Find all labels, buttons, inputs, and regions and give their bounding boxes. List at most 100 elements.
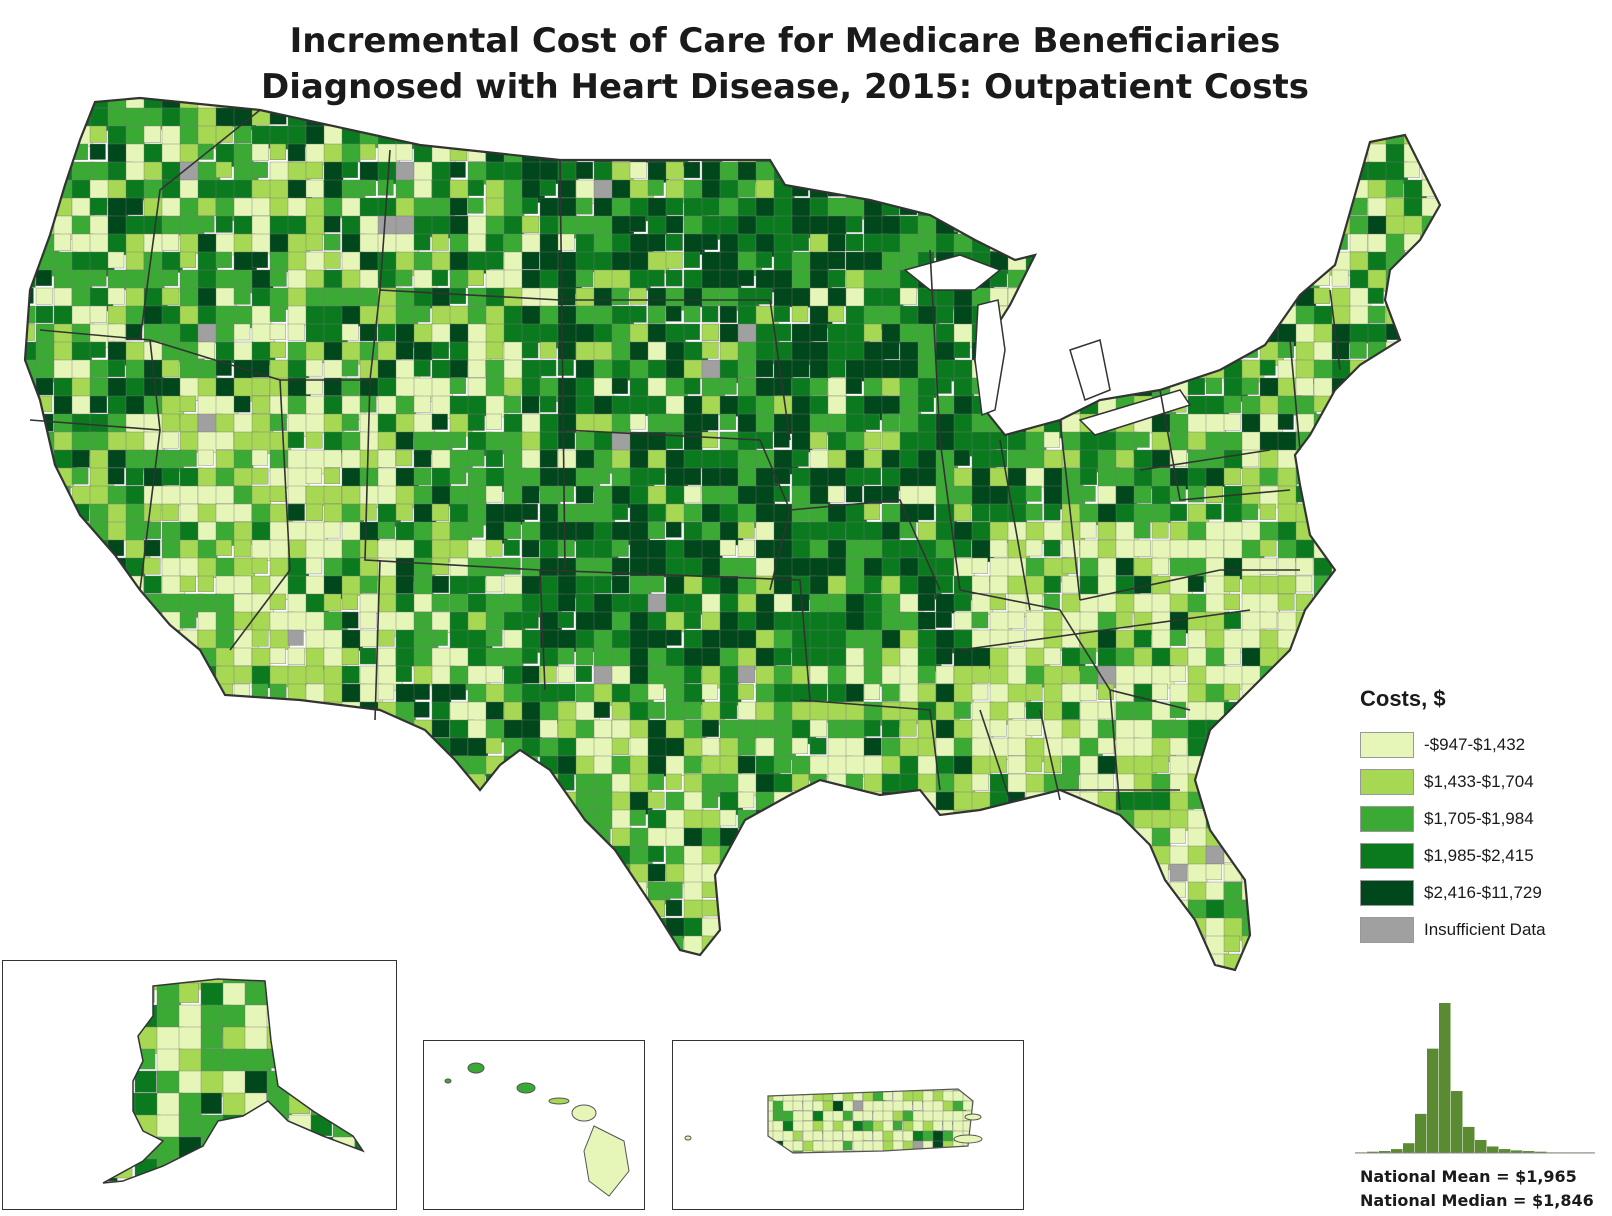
county-cell [953, 467, 974, 488]
county-cell [341, 845, 359, 863]
county-cell [0, 342, 21, 363]
county-cell [912, 1100, 923, 1111]
county-cell [683, 611, 701, 629]
county-cell [125, 935, 149, 959]
county-cell [1259, 755, 1280, 776]
county-cell [827, 107, 846, 126]
county-cell [143, 791, 167, 815]
county-cell [611, 953, 635, 970]
county-cell [1079, 521, 1097, 539]
county-cell [354, 1004, 363, 1035]
county-cell [993, 1191, 1003, 1201]
county-cell [773, 323, 792, 342]
county-cell [1241, 899, 1263, 921]
county-cell [310, 979, 333, 983]
county-cell [1061, 737, 1080, 756]
county-cell [917, 827, 934, 844]
county-cell [593, 287, 613, 307]
county-cell [893, 1201, 905, 1209]
county-cell [1367, 449, 1385, 467]
legend-swatch [1360, 842, 1414, 869]
county-cell [197, 791, 218, 812]
county-cell [743, 1141, 752, 1150]
county-cell [359, 773, 384, 798]
county-cell [843, 1191, 854, 1202]
county-cell [1115, 323, 1137, 345]
county-cell [35, 107, 56, 128]
county-cell [310, 1180, 340, 1183]
county-cell [161, 197, 182, 218]
county-cell [244, 1180, 273, 1183]
county-cell [923, 1051, 933, 1061]
county-cell [1061, 107, 1084, 130]
county-cell [1421, 503, 1440, 523]
county-cell [953, 359, 975, 381]
county-cell [719, 737, 741, 759]
county-cell [1259, 845, 1277, 863]
county-cell [827, 449, 847, 469]
county-cell [69, 961, 97, 989]
county-cell [1277, 107, 1303, 133]
county-cell [1313, 629, 1338, 654]
county-cell [215, 485, 234, 504]
county-cell [1061, 449, 1080, 468]
county-cell [803, 1181, 817, 1195]
county-cell [1295, 395, 1317, 417]
county-cell [1241, 233, 1264, 256]
county-cell [179, 98, 199, 109]
county-cell [611, 179, 631, 199]
county-cell [593, 629, 613, 649]
county-cell [773, 917, 798, 942]
county-cell [827, 215, 847, 235]
county-cell [103, 1114, 119, 1143]
county-cell [143, 719, 166, 742]
county-cell [1313, 143, 1332, 162]
puerto-rico-inset [672, 1040, 1024, 1210]
county-cell [1079, 881, 1101, 903]
county-cell [1277, 701, 1300, 724]
county-cell [521, 665, 540, 684]
county-cell [1277, 953, 1302, 970]
county-cell [809, 737, 827, 755]
county-cell [932, 1150, 945, 1153]
county-cell [1152, 972, 1171, 990]
county-cell [323, 467, 341, 485]
county-cell [989, 539, 1008, 558]
county-cell [1385, 539, 1407, 561]
county-cell [53, 521, 74, 542]
county-cell [1277, 179, 1302, 204]
county-cell [923, 1061, 936, 1074]
county-cell [449, 647, 470, 668]
county-cell [341, 791, 366, 816]
county-cell [25, 773, 39, 795]
county-cell [197, 737, 223, 763]
county-cell [1133, 143, 1155, 165]
county-cell [593, 485, 614, 506]
county-cell [791, 845, 813, 867]
county-cell [1241, 647, 1262, 668]
county-cell [1223, 431, 1246, 454]
county-cell [773, 881, 794, 902]
county-cell [1043, 251, 1067, 275]
county-cell [1025, 233, 1044, 252]
county-cell [288, 982, 319, 1013]
county-cell [266, 1136, 289, 1159]
county-cell [215, 557, 236, 578]
lake-michigan [974, 299, 1006, 417]
county-cell [143, 683, 162, 702]
county-cell [25, 593, 40, 616]
county-cell [703, 1071, 717, 1085]
county-cell [913, 1161, 927, 1175]
county-cell [1295, 701, 1319, 725]
county-cell [233, 593, 255, 615]
county-cell [1097, 647, 1119, 669]
county-cell [629, 359, 649, 379]
county-cell [467, 917, 490, 940]
county-cell [881, 881, 905, 905]
county-cell [0, 810, 22, 832]
county-cell [665, 98, 684, 108]
county-cell [1295, 827, 1313, 845]
county-cell [1043, 431, 1060, 448]
county-cell [521, 197, 538, 214]
county-cell [47, 1181, 75, 1209]
